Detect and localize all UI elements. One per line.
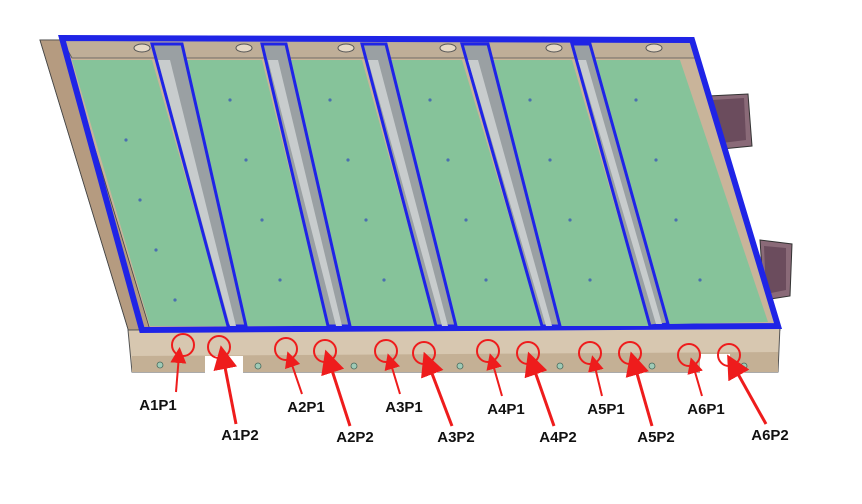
arrow-a1p2: [213, 345, 238, 425]
label-a2p2: A2P2: [336, 429, 374, 446]
arrow-a1p1: [170, 347, 187, 393]
arrow-a5p2: [625, 351, 654, 427]
arrow-a4p2: [524, 351, 556, 427]
label-a5p1: A5P1: [587, 401, 625, 418]
label-a6p2: A6P2: [751, 427, 789, 444]
label-a3p2: A3P2: [437, 429, 475, 446]
label-a1p2: A1P2: [221, 427, 259, 444]
measurement-points: A1P1 A1P2 A2P1 A2P2 A3P1 A3P2 A4P1 A4P2 A5P1 A5P2…: [139, 333, 789, 446]
arrow-a3p1: [384, 353, 401, 395]
label-a4p1: A4P1: [487, 401, 525, 418]
arrow-a6p1: [687, 357, 703, 397]
label-a4p2: A4P2: [539, 429, 577, 446]
arrow-a6p2: [727, 354, 768, 425]
arrow-a5p1: [588, 355, 604, 397]
arrow-a3p2: [421, 351, 454, 427]
back-wall-holes: [133, 43, 663, 53]
label-a3p1: A3P1: [385, 399, 423, 416]
floor-fasteners: [124, 98, 702, 302]
cross-ribs: [150, 42, 670, 328]
arrow-a4p1: [486, 353, 503, 397]
label-a5p2: A5P2: [637, 429, 675, 446]
arrow-a2p2: [321, 349, 352, 427]
label-a6p1: A6P1: [687, 401, 725, 418]
blue-frame: [58, 34, 783, 334]
arrow-a2p1: [285, 351, 303, 395]
label-a2p1: A2P1: [287, 399, 325, 416]
floor-panels: [72, 60, 768, 326]
label-a1p1: A1P1: [139, 397, 177, 414]
